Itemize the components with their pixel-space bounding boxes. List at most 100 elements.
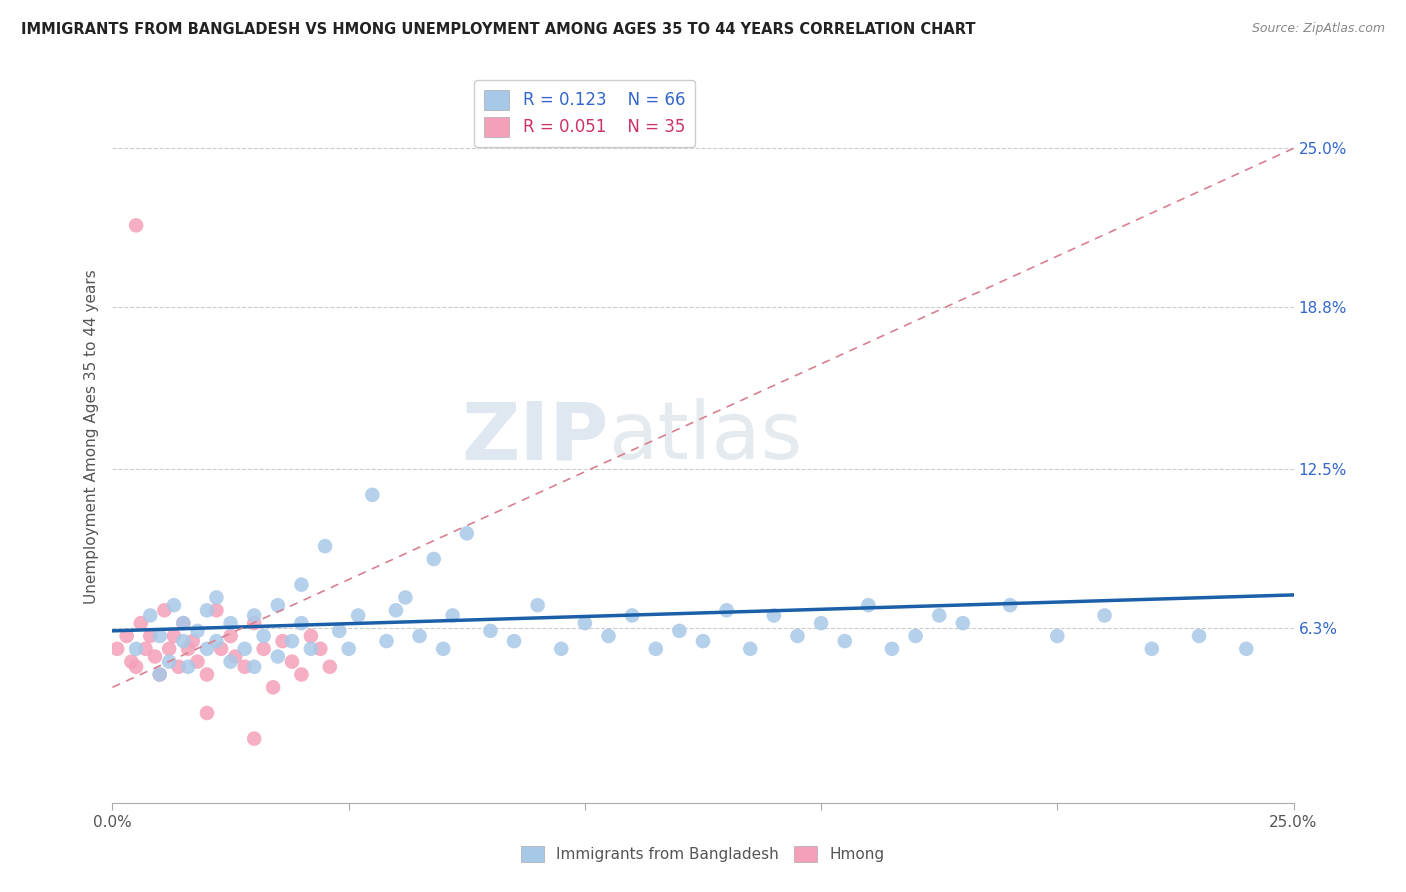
Point [271, 634, 294, 648]
Point [253, 641, 276, 656]
Point [129, 616, 152, 631]
Point [479, 624, 502, 638]
Text: atlas: atlas [609, 398, 803, 476]
Point [290, 667, 312, 681]
Point [149, 629, 172, 643]
Point [834, 634, 856, 648]
Point [262, 681, 284, 695]
Point [219, 655, 242, 669]
Point [172, 616, 194, 631]
Point [205, 603, 228, 617]
Point [716, 603, 738, 617]
Point [233, 660, 256, 674]
Point [233, 641, 256, 656]
Point [219, 629, 242, 643]
Point [762, 608, 785, 623]
Point [385, 603, 408, 617]
Point [432, 641, 454, 656]
Point [361, 488, 384, 502]
Point [314, 539, 336, 553]
Point [1234, 641, 1257, 656]
Point [157, 655, 180, 669]
Point [337, 641, 360, 656]
Point [267, 649, 290, 664]
Point [503, 634, 526, 648]
Point [125, 641, 148, 656]
Point [621, 608, 644, 623]
Point [205, 591, 228, 605]
Point [408, 629, 430, 643]
Point [149, 667, 172, 681]
Point [928, 608, 950, 623]
Point [290, 577, 312, 591]
Point [186, 655, 208, 669]
Point [858, 598, 880, 612]
Point [167, 660, 190, 674]
Point [456, 526, 478, 541]
Point [177, 660, 200, 674]
Point [253, 629, 276, 643]
Point [1046, 629, 1069, 643]
Point [195, 706, 218, 720]
Point [526, 598, 548, 612]
Point [186, 624, 208, 638]
Point [105, 641, 128, 656]
Y-axis label: Unemployment Among Ages 35 to 44 years: Unemployment Among Ages 35 to 44 years [83, 269, 98, 605]
Point [177, 641, 200, 656]
Point [998, 598, 1021, 612]
Point [205, 634, 228, 648]
Point [1140, 641, 1163, 656]
Text: IMMIGRANTS FROM BANGLADESH VS HMONG UNEMPLOYMENT AMONG AGES 35 TO 44 YEARS CORRE: IMMIGRANTS FROM BANGLADESH VS HMONG UNEM… [21, 22, 976, 37]
Point [309, 641, 332, 656]
Point [243, 608, 266, 623]
Point [394, 591, 416, 605]
Point [319, 660, 342, 674]
Point [644, 641, 666, 656]
Point [172, 634, 194, 648]
Point [281, 655, 304, 669]
Point [952, 616, 974, 631]
Point [598, 629, 620, 643]
Point [163, 598, 186, 612]
Point [243, 731, 266, 746]
Legend: Immigrants from Bangladesh, Hmong: Immigrants from Bangladesh, Hmong [515, 840, 891, 868]
Point [550, 641, 572, 656]
Point [195, 603, 218, 617]
Point [139, 629, 162, 643]
Point [347, 608, 370, 623]
Point [904, 629, 927, 643]
Point [290, 616, 312, 631]
Point [243, 616, 266, 631]
Point [810, 616, 832, 631]
Point [692, 634, 714, 648]
Point [115, 629, 138, 643]
Point [668, 624, 690, 638]
Point [139, 608, 162, 623]
Point [181, 634, 204, 648]
Point [422, 552, 444, 566]
Point [172, 616, 194, 631]
Point [209, 641, 232, 656]
Point [125, 219, 148, 233]
Point [149, 667, 172, 681]
Point [153, 603, 176, 617]
Point [1188, 629, 1211, 643]
Point [135, 641, 157, 656]
Point [786, 629, 808, 643]
Text: Source: ZipAtlas.com: Source: ZipAtlas.com [1251, 22, 1385, 36]
Text: ZIP: ZIP [461, 398, 609, 476]
Point [195, 641, 218, 656]
Point [157, 641, 180, 656]
Point [219, 616, 242, 631]
Point [224, 649, 246, 664]
Point [163, 629, 186, 643]
Point [880, 641, 903, 656]
Point [243, 660, 266, 674]
Point [328, 624, 350, 638]
Point [195, 667, 218, 681]
Point [125, 660, 148, 674]
Point [375, 634, 398, 648]
Point [740, 641, 762, 656]
Point [299, 641, 322, 656]
Point [1094, 608, 1116, 623]
